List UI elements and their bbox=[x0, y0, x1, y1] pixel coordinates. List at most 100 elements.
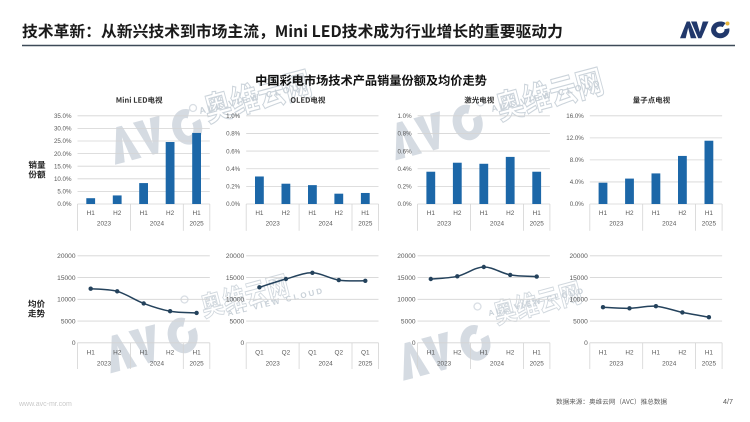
svg-text:H1: H1 bbox=[599, 210, 608, 217]
svg-text:Q2: Q2 bbox=[335, 350, 344, 357]
svg-text:8.0%: 8.0% bbox=[570, 157, 585, 164]
svg-text:0: 0 bbox=[72, 340, 76, 347]
svg-text:4.0%: 4.0% bbox=[570, 179, 585, 186]
svg-text:0.8%: 0.8% bbox=[226, 131, 241, 138]
svg-text:H1: H1 bbox=[361, 210, 370, 217]
svg-text:0.4%: 0.4% bbox=[397, 166, 412, 173]
svg-text:H1: H1 bbox=[480, 350, 489, 357]
svg-text:30.0%: 30.0% bbox=[54, 126, 72, 133]
svg-text:1.0%: 1.0% bbox=[397, 113, 412, 120]
svg-text:H1: H1 bbox=[427, 350, 436, 357]
svg-text:H1: H1 bbox=[705, 210, 714, 217]
svg-text:2025: 2025 bbox=[189, 220, 204, 227]
svg-text:H1: H1 bbox=[308, 210, 317, 217]
svg-text:0.0%: 0.0% bbox=[397, 201, 412, 208]
svg-text:0.0%: 0.0% bbox=[57, 201, 72, 208]
svg-text:2024: 2024 bbox=[490, 360, 505, 367]
svg-text:H2: H2 bbox=[625, 350, 634, 357]
svg-text:2024: 2024 bbox=[662, 360, 677, 367]
svg-text:H2: H2 bbox=[453, 350, 462, 357]
svg-text:5000: 5000 bbox=[573, 318, 588, 325]
svg-text:2025: 2025 bbox=[702, 360, 717, 367]
svg-text:H1: H1 bbox=[652, 210, 661, 217]
svg-text:0.2%: 0.2% bbox=[226, 184, 241, 191]
svg-text:2024: 2024 bbox=[150, 360, 165, 367]
svg-text:2024: 2024 bbox=[150, 220, 165, 227]
svg-text:2023: 2023 bbox=[97, 360, 112, 367]
svg-text:25.0%: 25.0% bbox=[54, 138, 72, 145]
svg-text:2023: 2023 bbox=[97, 220, 112, 227]
svg-text:0.0%: 0.0% bbox=[570, 201, 585, 208]
svg-text:0.0%: 0.0% bbox=[226, 201, 241, 208]
svg-text:0: 0 bbox=[241, 340, 245, 347]
svg-text:2023: 2023 bbox=[437, 360, 452, 367]
svg-text:H2: H2 bbox=[506, 350, 515, 357]
svg-text:H1: H1 bbox=[255, 210, 264, 217]
svg-text:H2: H2 bbox=[453, 210, 462, 217]
svg-text:H2: H2 bbox=[113, 350, 122, 357]
svg-text:H1: H1 bbox=[193, 350, 202, 357]
svg-text:0.6%: 0.6% bbox=[397, 148, 412, 155]
svg-text:5.0%: 5.0% bbox=[57, 189, 72, 196]
svg-text:5000: 5000 bbox=[230, 318, 245, 325]
svg-text:5000: 5000 bbox=[401, 318, 416, 325]
svg-text:www.avc-mr.com: www.avc-mr.com bbox=[18, 401, 72, 408]
svg-text:12.0%: 12.0% bbox=[566, 135, 584, 142]
svg-text:0: 0 bbox=[584, 340, 588, 347]
svg-text:H2: H2 bbox=[625, 210, 634, 217]
svg-text:20000: 20000 bbox=[569, 253, 588, 260]
svg-text:2023: 2023 bbox=[437, 220, 452, 227]
svg-text:10000: 10000 bbox=[397, 297, 416, 304]
svg-text:H1: H1 bbox=[140, 210, 149, 217]
svg-text:1.0%: 1.0% bbox=[226, 113, 241, 120]
svg-text:35.0%: 35.0% bbox=[54, 113, 72, 120]
svg-text:10000: 10000 bbox=[226, 297, 245, 304]
svg-text:H2: H2 bbox=[335, 210, 344, 217]
svg-text:Q1: Q1 bbox=[361, 350, 370, 357]
svg-text:0: 0 bbox=[412, 340, 416, 347]
svg-text:0.6%: 0.6% bbox=[226, 148, 241, 155]
svg-text:H2: H2 bbox=[113, 210, 122, 217]
svg-text:10000: 10000 bbox=[569, 297, 588, 304]
svg-text:2024: 2024 bbox=[662, 220, 677, 227]
svg-text:20000: 20000 bbox=[57, 253, 76, 260]
svg-text:10000: 10000 bbox=[57, 297, 76, 304]
svg-text:2023: 2023 bbox=[266, 360, 281, 367]
svg-text:2024: 2024 bbox=[490, 220, 505, 227]
svg-text:16.0%: 16.0% bbox=[566, 113, 584, 120]
svg-text:H2: H2 bbox=[678, 350, 687, 357]
svg-text:H1: H1 bbox=[87, 210, 96, 217]
svg-text:2025: 2025 bbox=[530, 220, 545, 227]
svg-text:2024: 2024 bbox=[318, 360, 333, 367]
svg-text:2024: 2024 bbox=[318, 220, 333, 227]
svg-text:10.0%: 10.0% bbox=[54, 176, 72, 183]
svg-text:2023: 2023 bbox=[609, 360, 624, 367]
svg-text:H1: H1 bbox=[652, 350, 661, 357]
svg-text:Q2: Q2 bbox=[282, 350, 291, 357]
svg-text:H2: H2 bbox=[506, 210, 515, 217]
svg-text:5000: 5000 bbox=[61, 318, 76, 325]
svg-text:2025: 2025 bbox=[702, 220, 717, 227]
svg-text:H2: H2 bbox=[166, 350, 175, 357]
svg-text:0.8%: 0.8% bbox=[397, 131, 412, 138]
svg-text:20000: 20000 bbox=[226, 253, 245, 260]
svg-text:2025: 2025 bbox=[358, 220, 373, 227]
svg-text:Q1: Q1 bbox=[255, 350, 264, 357]
svg-text:2025: 2025 bbox=[358, 360, 373, 367]
svg-text:H1: H1 bbox=[87, 350, 96, 357]
svg-text:H1: H1 bbox=[427, 210, 436, 217]
svg-text:H1: H1 bbox=[480, 210, 489, 217]
svg-text:H1: H1 bbox=[599, 350, 608, 357]
svg-text:4/7: 4/7 bbox=[723, 397, 733, 406]
svg-text:0.2%: 0.2% bbox=[397, 184, 412, 191]
svg-text:15.0%: 15.0% bbox=[54, 163, 72, 170]
svg-text:H1: H1 bbox=[533, 210, 542, 217]
svg-text:H2: H2 bbox=[678, 210, 687, 217]
svg-text:2023: 2023 bbox=[266, 220, 281, 227]
svg-text:15000: 15000 bbox=[397, 275, 416, 282]
svg-text:15000: 15000 bbox=[226, 275, 245, 282]
svg-text:2025: 2025 bbox=[189, 360, 204, 367]
svg-text:15000: 15000 bbox=[57, 275, 76, 282]
svg-text:0.4%: 0.4% bbox=[226, 166, 241, 173]
svg-text:H1: H1 bbox=[533, 350, 542, 357]
